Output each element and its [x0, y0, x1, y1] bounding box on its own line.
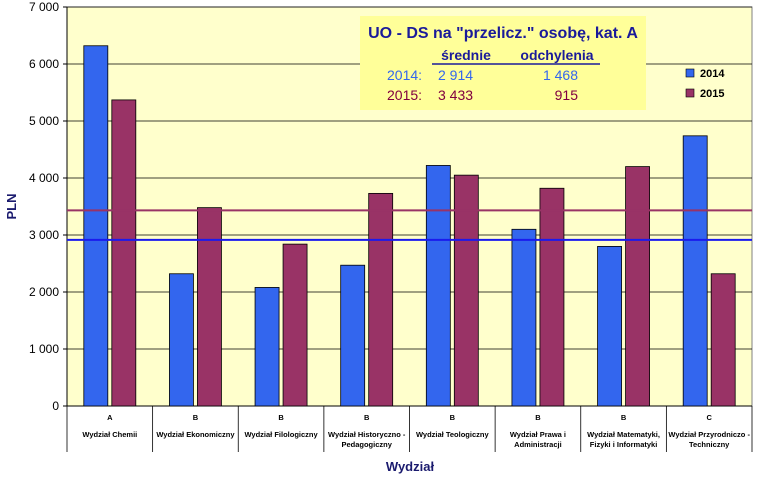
category-label: Wydział Ekonomiczny	[156, 430, 235, 439]
bar-2014	[597, 245, 622, 407]
legend-label-2014: 2014	[700, 68, 725, 80]
category-group-label: C	[706, 413, 712, 422]
annotation-row-dev: 1 468	[543, 67, 578, 83]
y-axis-title: PLN	[4, 194, 19, 220]
bar-2014	[682, 135, 708, 407]
bar-2015	[282, 243, 308, 407]
legend: 2014 2015	[679, 66, 739, 108]
category-group-label: B	[450, 413, 456, 422]
y-tick-label: 3 000	[29, 228, 59, 242]
category-label: Wydział Historyczno -	[328, 430, 406, 439]
bars	[83, 45, 736, 407]
legend-label-2015: 2015	[700, 88, 724, 100]
annotation-background	[360, 16, 646, 110]
bar-2015	[539, 187, 565, 407]
legend-swatch-2014	[685, 68, 695, 78]
category-label: Wydział Filologiczny	[244, 430, 318, 439]
category-group-label: B	[278, 413, 284, 422]
bar-2015	[111, 99, 137, 407]
annotation-row-label: 2014:	[387, 67, 422, 83]
category-group-label: B	[535, 413, 541, 422]
y-tick-label: 0	[52, 399, 59, 413]
bar-2014	[425, 165, 451, 407]
reference-lines	[67, 209, 752, 241]
category-label: Wydział Teologiczny	[416, 430, 489, 439]
category-label: Wydział Chemii	[82, 430, 137, 439]
bar-2014	[83, 45, 109, 407]
bar-2015	[710, 273, 736, 407]
legend-swatch-2015	[685, 88, 695, 98]
category-label: Wydział Prawa i	[510, 430, 566, 439]
y-tick-label: 6 000	[29, 57, 59, 71]
bar-2014	[340, 264, 366, 407]
y-tick-label: 2 000	[29, 285, 59, 299]
annotation-row-mean: 2 914	[438, 67, 473, 83]
y-axis-ticks: 0 1 000 2 000 3 000 4 000 5 000 6 000 7 000	[29, 0, 67, 413]
y-tick-label: 1 000	[29, 342, 59, 356]
bar-2015	[453, 174, 479, 407]
annotation-title: UO - DS na "przelicz." osobę, kat. A	[368, 25, 638, 42]
bar-2014	[254, 287, 280, 407]
y-tick-label: 7 000	[29, 0, 59, 14]
x-axis-title: Wydział	[386, 459, 435, 474]
bar-2015	[197, 207, 222, 407]
category-group-label: B	[621, 413, 627, 422]
category-label: Wydział Przyrodniczo -	[668, 430, 750, 439]
annotation-row-mean: 3 433	[438, 87, 473, 103]
bar-2014	[169, 273, 194, 407]
category-group-label: B	[193, 413, 199, 422]
category-label: Administracji	[514, 440, 562, 449]
bar-2015	[625, 166, 650, 407]
category-group-label: A	[107, 413, 113, 422]
x-axis-categories: A Wydział Chemii B Wydział Ekonomiczny B Wydz…	[66, 406, 753, 452]
annotation-row-dev: 915	[555, 87, 579, 103]
category-label: Pedagogiczny	[341, 440, 392, 449]
category-label: Fizyki i Informatyki	[590, 440, 658, 449]
category-label: Techniczny	[689, 440, 730, 449]
annotation-header-dev: odchylenia	[520, 47, 593, 63]
annotation-header-mean: średnie	[441, 47, 491, 63]
y-tick-label: 5 000	[29, 114, 59, 128]
annotation-box: UO - DS na "przelicz." osobę, kat. A śre…	[360, 16, 646, 110]
category-label: Wydział Matematyki,	[587, 430, 660, 439]
bar-2014	[511, 228, 537, 407]
bar-2015	[368, 192, 394, 407]
y-tick-label: 4 000	[29, 171, 59, 185]
category-group-label: B	[364, 413, 370, 422]
annotation-row-label: 2015:	[387, 87, 422, 103]
